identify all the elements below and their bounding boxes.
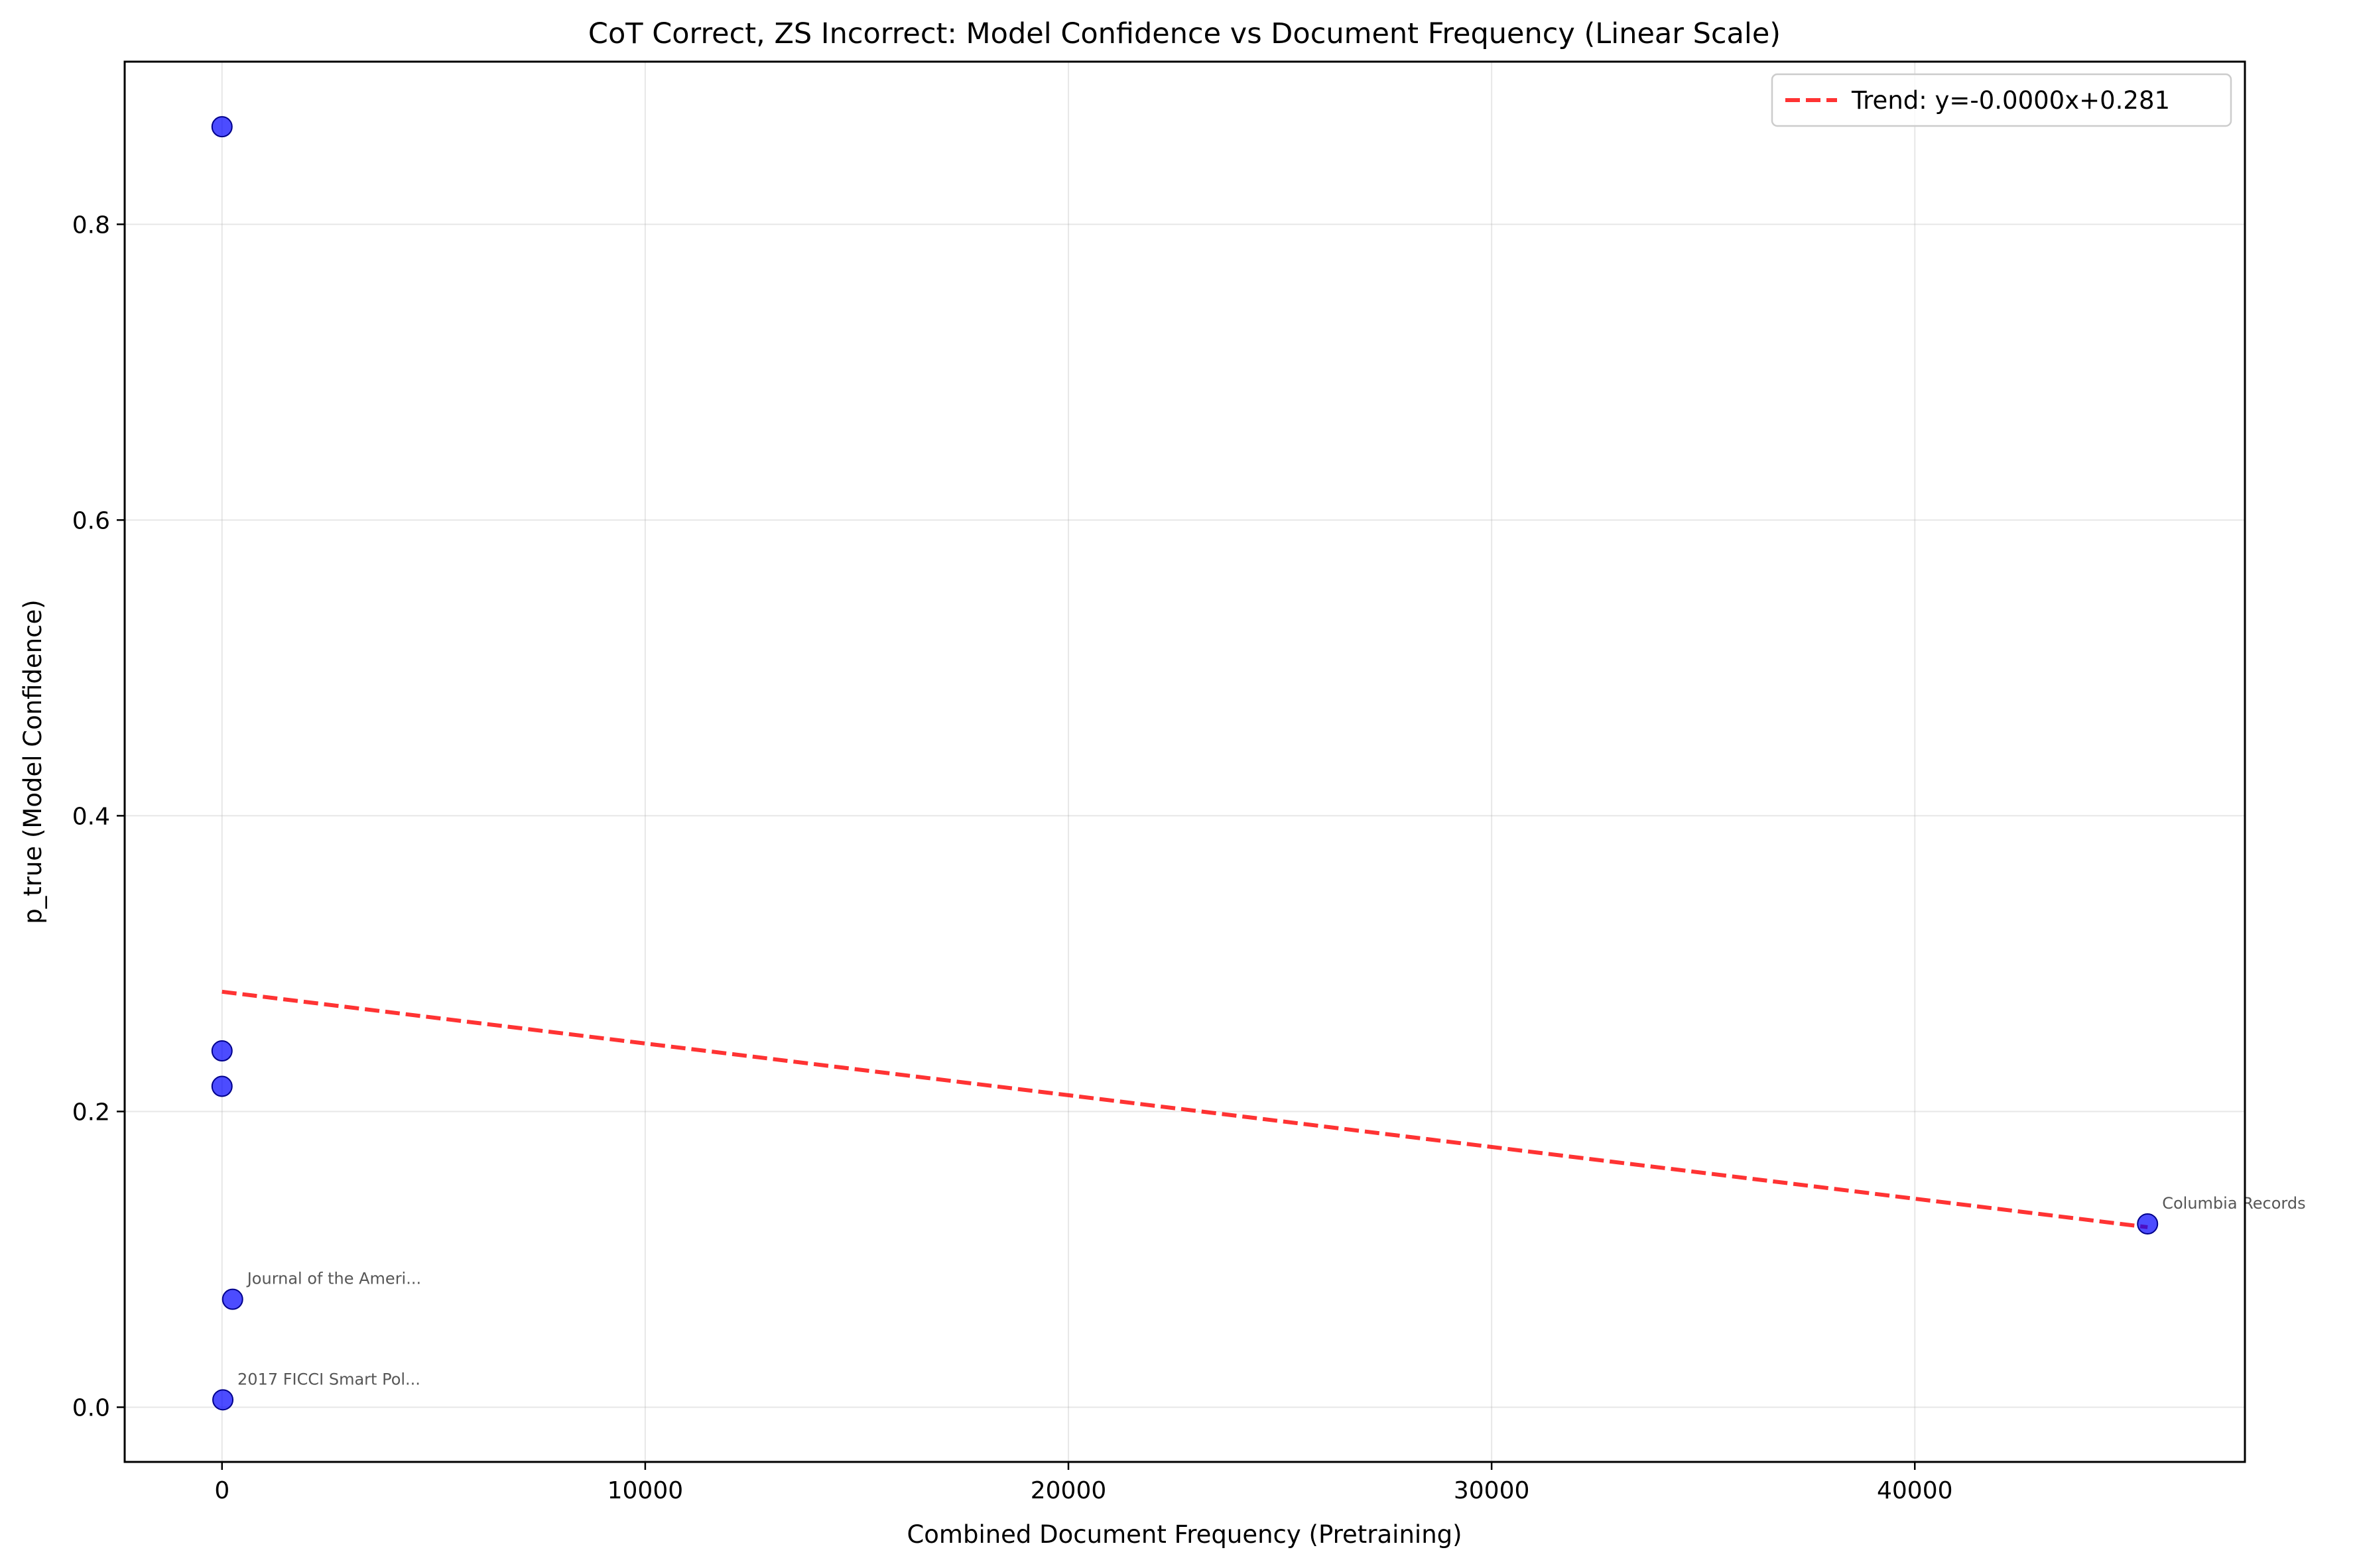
x-tick-label: 40000 <box>1877 1477 1953 1504</box>
x-tick-label: 10000 <box>607 1477 684 1504</box>
x-axis-label: Combined Document Frequency (Pretraining… <box>907 1520 1462 1549</box>
x-tick-label: 20000 <box>1031 1477 1107 1504</box>
trend-layer <box>222 989 2148 1229</box>
data-point <box>212 1389 234 1411</box>
point-annotation: Journal of the Ameri... <box>246 1270 421 1288</box>
chart-title: CoT Correct, ZS Incorrect: Model Confide… <box>588 17 1781 50</box>
y-tick-label: 0.8 <box>72 211 110 239</box>
y-tick-label: 0.6 <box>72 507 110 534</box>
y-axis-ticks: 0.0 0.2 0.4 0.6 0.8 <box>72 211 125 1421</box>
point-annotation: Columbia Records <box>2162 1194 2305 1213</box>
y-tick-label: 0.2 <box>72 1099 110 1126</box>
data-point <box>222 1288 243 1310</box>
grid <box>125 62 2245 1462</box>
legend-trend-label: Trend: y=-0.0000x+0.281 <box>1851 86 2170 115</box>
points-layer <box>211 116 2159 1411</box>
x-tick-label: 0 <box>214 1477 229 1504</box>
y-axis-label: p_true (Model Confidence) <box>19 599 47 924</box>
plot-frame <box>123 60 2246 1463</box>
data-point <box>211 1075 233 1097</box>
x-tick-label: 30000 <box>1454 1477 1530 1504</box>
data-point <box>2137 1213 2159 1235</box>
data-point <box>211 1040 233 1062</box>
legend: Trend: y=-0.0000x+0.281 <box>1771 73 2232 127</box>
data-point <box>211 116 233 138</box>
y-tick-label: 0.4 <box>72 803 110 830</box>
trend-line <box>222 989 2148 1229</box>
y-tick-label: 0.0 <box>72 1394 110 1421</box>
legend-box <box>1771 73 2232 127</box>
x-axis-ticks: 0 10000 20000 30000 40000 <box>214 1462 1953 1504</box>
annotations: Journal of the Ameri... 2017 FICCI Smart … <box>237 1194 2306 1388</box>
point-annotation: 2017 FICCI Smart Pol... <box>237 1370 420 1388</box>
